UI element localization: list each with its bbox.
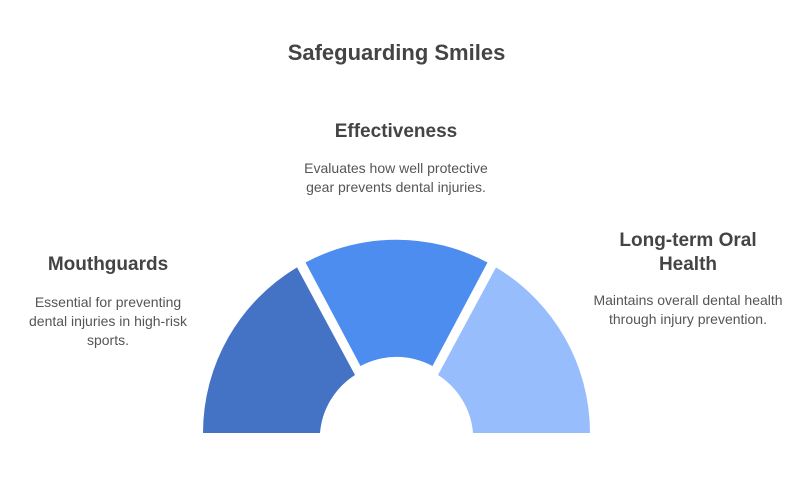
segment-mouthguards [203,267,355,433]
label-mouthguards: Mouthguards Essential for preventing den… [16,253,200,350]
mouthguards-description: Essential for preventing dental injuries… [29,294,187,348]
oral-health-description: Maintains overall dental health through … [593,292,783,327]
mouthguards-heading: Mouthguards [47,254,169,275]
segment-effectiveness [305,239,488,366]
label-oral-health: Long-term Oral Health Maintains overall … [590,229,786,329]
segment-oral-health [438,267,590,433]
label-effectiveness: Effectiveness Evaluates how well protect… [296,120,496,197]
effectiveness-description: Evaluates how well protective gear preve… [304,160,488,195]
diagram-title: Safeguarding Smiles [287,40,506,65]
oral-health-heading: Long-term Oral Health [619,230,757,275]
effectiveness-heading: Effectiveness [334,121,458,142]
